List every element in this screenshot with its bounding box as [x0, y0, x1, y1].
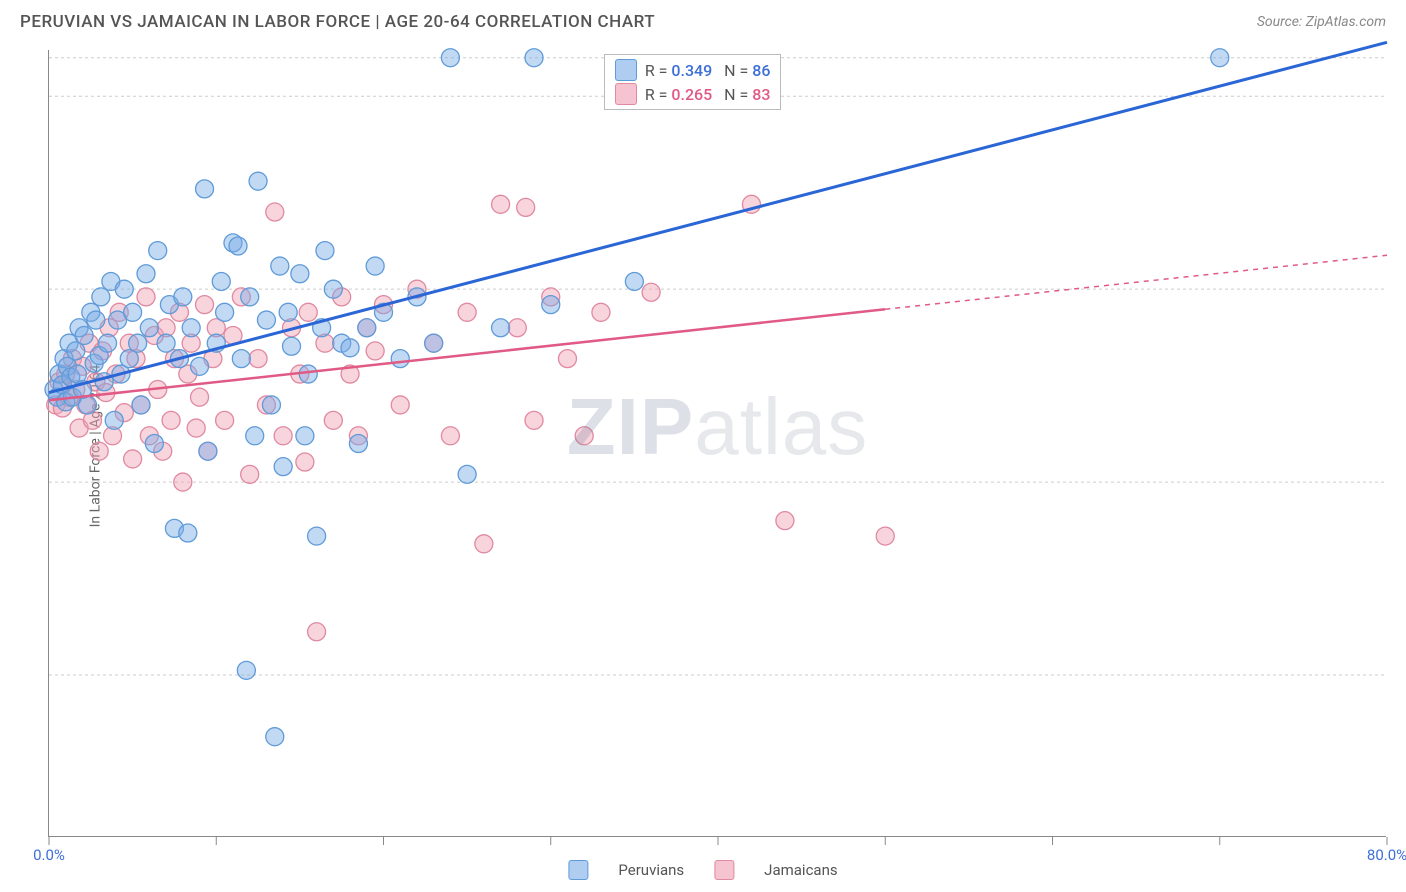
- y-tick-label: 100.0%: [1394, 87, 1406, 105]
- peruvian-swatch-icon: [615, 59, 637, 81]
- plot-svg: [49, 50, 1386, 836]
- jamaican-swatch-icon: [615, 83, 637, 105]
- plot-area: ZIPatlas R = 0.349 N = 86R = 0.265 N = 8…: [48, 50, 1386, 837]
- stats-legend-row: R = 0.349 N = 86: [615, 59, 771, 81]
- legend-label: Jamaicans: [764, 861, 837, 879]
- y-tick-label: 87.5%: [1394, 280, 1406, 298]
- x-tick-label: 80.0%: [1367, 846, 1406, 864]
- chart-title: PERUVIAN VS JAMAICAN IN LABOR FORCE | AG…: [20, 12, 655, 32]
- chart-container: PERUVIAN VS JAMAICAN IN LABOR FORCE | AG…: [0, 0, 1406, 892]
- y-tick-label: 62.5%: [1394, 666, 1406, 684]
- peruvian-swatch-icon: [568, 860, 588, 880]
- y-tick-label: 75.0%: [1394, 473, 1406, 491]
- jamaican-swatch-icon: [714, 860, 734, 880]
- stats-legend-row: R = 0.265 N = 83: [615, 83, 771, 105]
- x-tick-label: 0.0%: [33, 846, 65, 864]
- stats-legend: R = 0.349 N = 86R = 0.265 N = 83: [604, 54, 782, 110]
- legend-label: Peruvians: [618, 861, 684, 879]
- series-legend: Peruvians Jamaicans: [568, 860, 837, 880]
- header: PERUVIAN VS JAMAICAN IN LABOR FORCE | AG…: [0, 0, 1406, 40]
- source-label: Source: ZipAtlas.com: [1257, 14, 1386, 30]
